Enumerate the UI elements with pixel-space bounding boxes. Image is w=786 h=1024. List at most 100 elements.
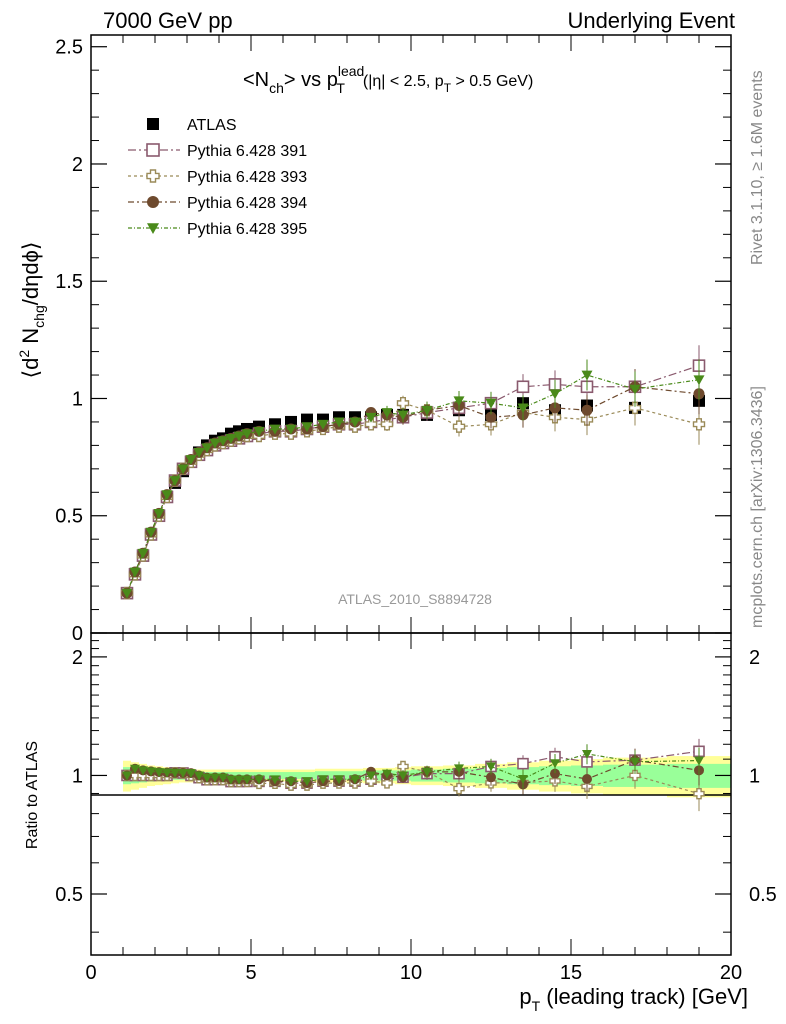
data-point	[153, 509, 165, 519]
data-point	[421, 405, 433, 416]
legend-label: Pythia 6.428 393	[187, 169, 307, 186]
ratio-point	[582, 749, 592, 759]
data-point	[253, 426, 265, 437]
data-point	[193, 448, 205, 458]
ratio-series	[121, 738, 705, 812]
ratio-point	[178, 768, 188, 778]
series-line	[126, 386, 700, 594]
data-point	[365, 412, 377, 423]
data-point	[169, 476, 181, 487]
ratio-point	[146, 767, 156, 777]
ratio-point	[286, 777, 296, 787]
ratio-point	[186, 769, 196, 779]
data-point	[209, 438, 221, 449]
legend-label: Pythia 6.428 395	[187, 221, 307, 238]
main-title: <Nch> vs plead T (|η| < 2.5, pT > 0.5 GeV)	[243, 63, 533, 96]
main-y-tick-label: 1.5	[55, 271, 83, 293]
ratio-ticks	[90, 633, 732, 955]
ratio-band-stat	[299, 772, 315, 779]
ratio-y-tick-labels: 0.5 0.5 1 1 2 2	[55, 647, 777, 906]
data-point	[349, 417, 361, 428]
x-tick-label: 15	[560, 962, 582, 984]
data-point	[161, 490, 173, 501]
ratio-point	[194, 771, 204, 781]
ratio-y-tick-label: 1	[72, 765, 83, 787]
legend-marker	[147, 196, 159, 208]
ratio-y-tick-label-right: 0.5	[749, 884, 777, 906]
data-point	[485, 398, 497, 409]
data-point	[453, 396, 465, 407]
data-point	[364, 418, 378, 431]
main-y-tick-label: 0	[72, 623, 83, 645]
data-point	[628, 401, 642, 415]
data-point	[217, 436, 229, 447]
data-point	[333, 417, 345, 428]
data-point	[581, 404, 593, 416]
ratio-point	[130, 764, 140, 774]
data-point	[121, 588, 133, 599]
data-point	[549, 389, 561, 400]
data-point	[517, 403, 529, 414]
data-point	[693, 375, 705, 386]
ratio-point	[202, 773, 212, 783]
legend-entry: Pythia 6.428 394	[128, 195, 307, 212]
legend-marker	[147, 118, 159, 130]
main-y-tick-label: 1	[72, 388, 83, 410]
series-3	[121, 369, 705, 599]
ratio-point	[170, 768, 180, 778]
data-point	[301, 422, 313, 433]
legend-entry: Pythia 6.428 395	[128, 221, 307, 238]
ratio-point	[630, 757, 640, 767]
x-tick-label: 5	[245, 962, 256, 984]
main-series	[120, 345, 706, 600]
main-y-tick-labels: 0 0.5 1 1.5 2 2.5	[55, 37, 83, 645]
header-left: 7000 GeV pp	[103, 8, 233, 33]
ratio-point	[398, 771, 408, 781]
data-point	[396, 396, 410, 410]
ratio-point	[210, 773, 220, 783]
main-ticks	[90, 35, 732, 634]
header-right: Underlying Event	[567, 8, 735, 33]
data-point	[397, 410, 409, 421]
series-2	[120, 390, 706, 600]
ratio-point	[154, 768, 164, 778]
legend-entry: Pythia 6.428 391	[128, 143, 307, 160]
ratio-point	[334, 775, 344, 785]
ratio-series-3	[122, 744, 704, 789]
ratio-point	[453, 782, 465, 795]
ratio-point	[381, 777, 393, 789]
data-point	[485, 411, 497, 423]
ratio-point	[226, 775, 236, 785]
data-point	[233, 431, 245, 442]
ratio-point	[550, 768, 560, 779]
legend-label: Pythia 6.428 394	[187, 195, 307, 212]
data-point	[201, 443, 213, 454]
series-line	[126, 365, 700, 594]
ratio-point	[517, 757, 529, 770]
data-point	[185, 455, 197, 465]
legend: ATLAS Pythia 6.428 391 Pythia 6.428 393 Pyt…	[128, 117, 307, 238]
x-axis-label: pT (leading track) [GeV]	[519, 984, 748, 1014]
series-line	[126, 374, 700, 594]
legend-entry: Pythia 6.428 393	[128, 169, 307, 186]
legend-marker	[146, 169, 160, 183]
ratio-point	[366, 771, 376, 781]
data-point	[452, 420, 466, 433]
analysis-watermark: ATLAS_2010_S8894728	[338, 591, 492, 607]
ratio-point	[162, 768, 172, 778]
side-text-top: Rivet 3.1.10, ≥ 1.6M events	[749, 70, 766, 265]
data-point	[225, 433, 237, 444]
ratio-point	[422, 767, 432, 777]
ratio-y-tick-label: 2	[72, 647, 83, 669]
side-text-bottom: mcplots.cern.ch [arXiv:1306.3436]	[749, 386, 766, 628]
data-point	[692, 418, 706, 431]
ratio-point	[550, 759, 560, 769]
x-tick-label: 20	[720, 962, 742, 984]
ratio-point	[138, 766, 148, 776]
legend-entry: ATLAS	[147, 117, 237, 134]
ratio-point	[254, 775, 264, 785]
ratio-line	[126, 753, 700, 782]
x-tick-label: 10	[400, 962, 422, 984]
ratio-point	[122, 771, 132, 781]
